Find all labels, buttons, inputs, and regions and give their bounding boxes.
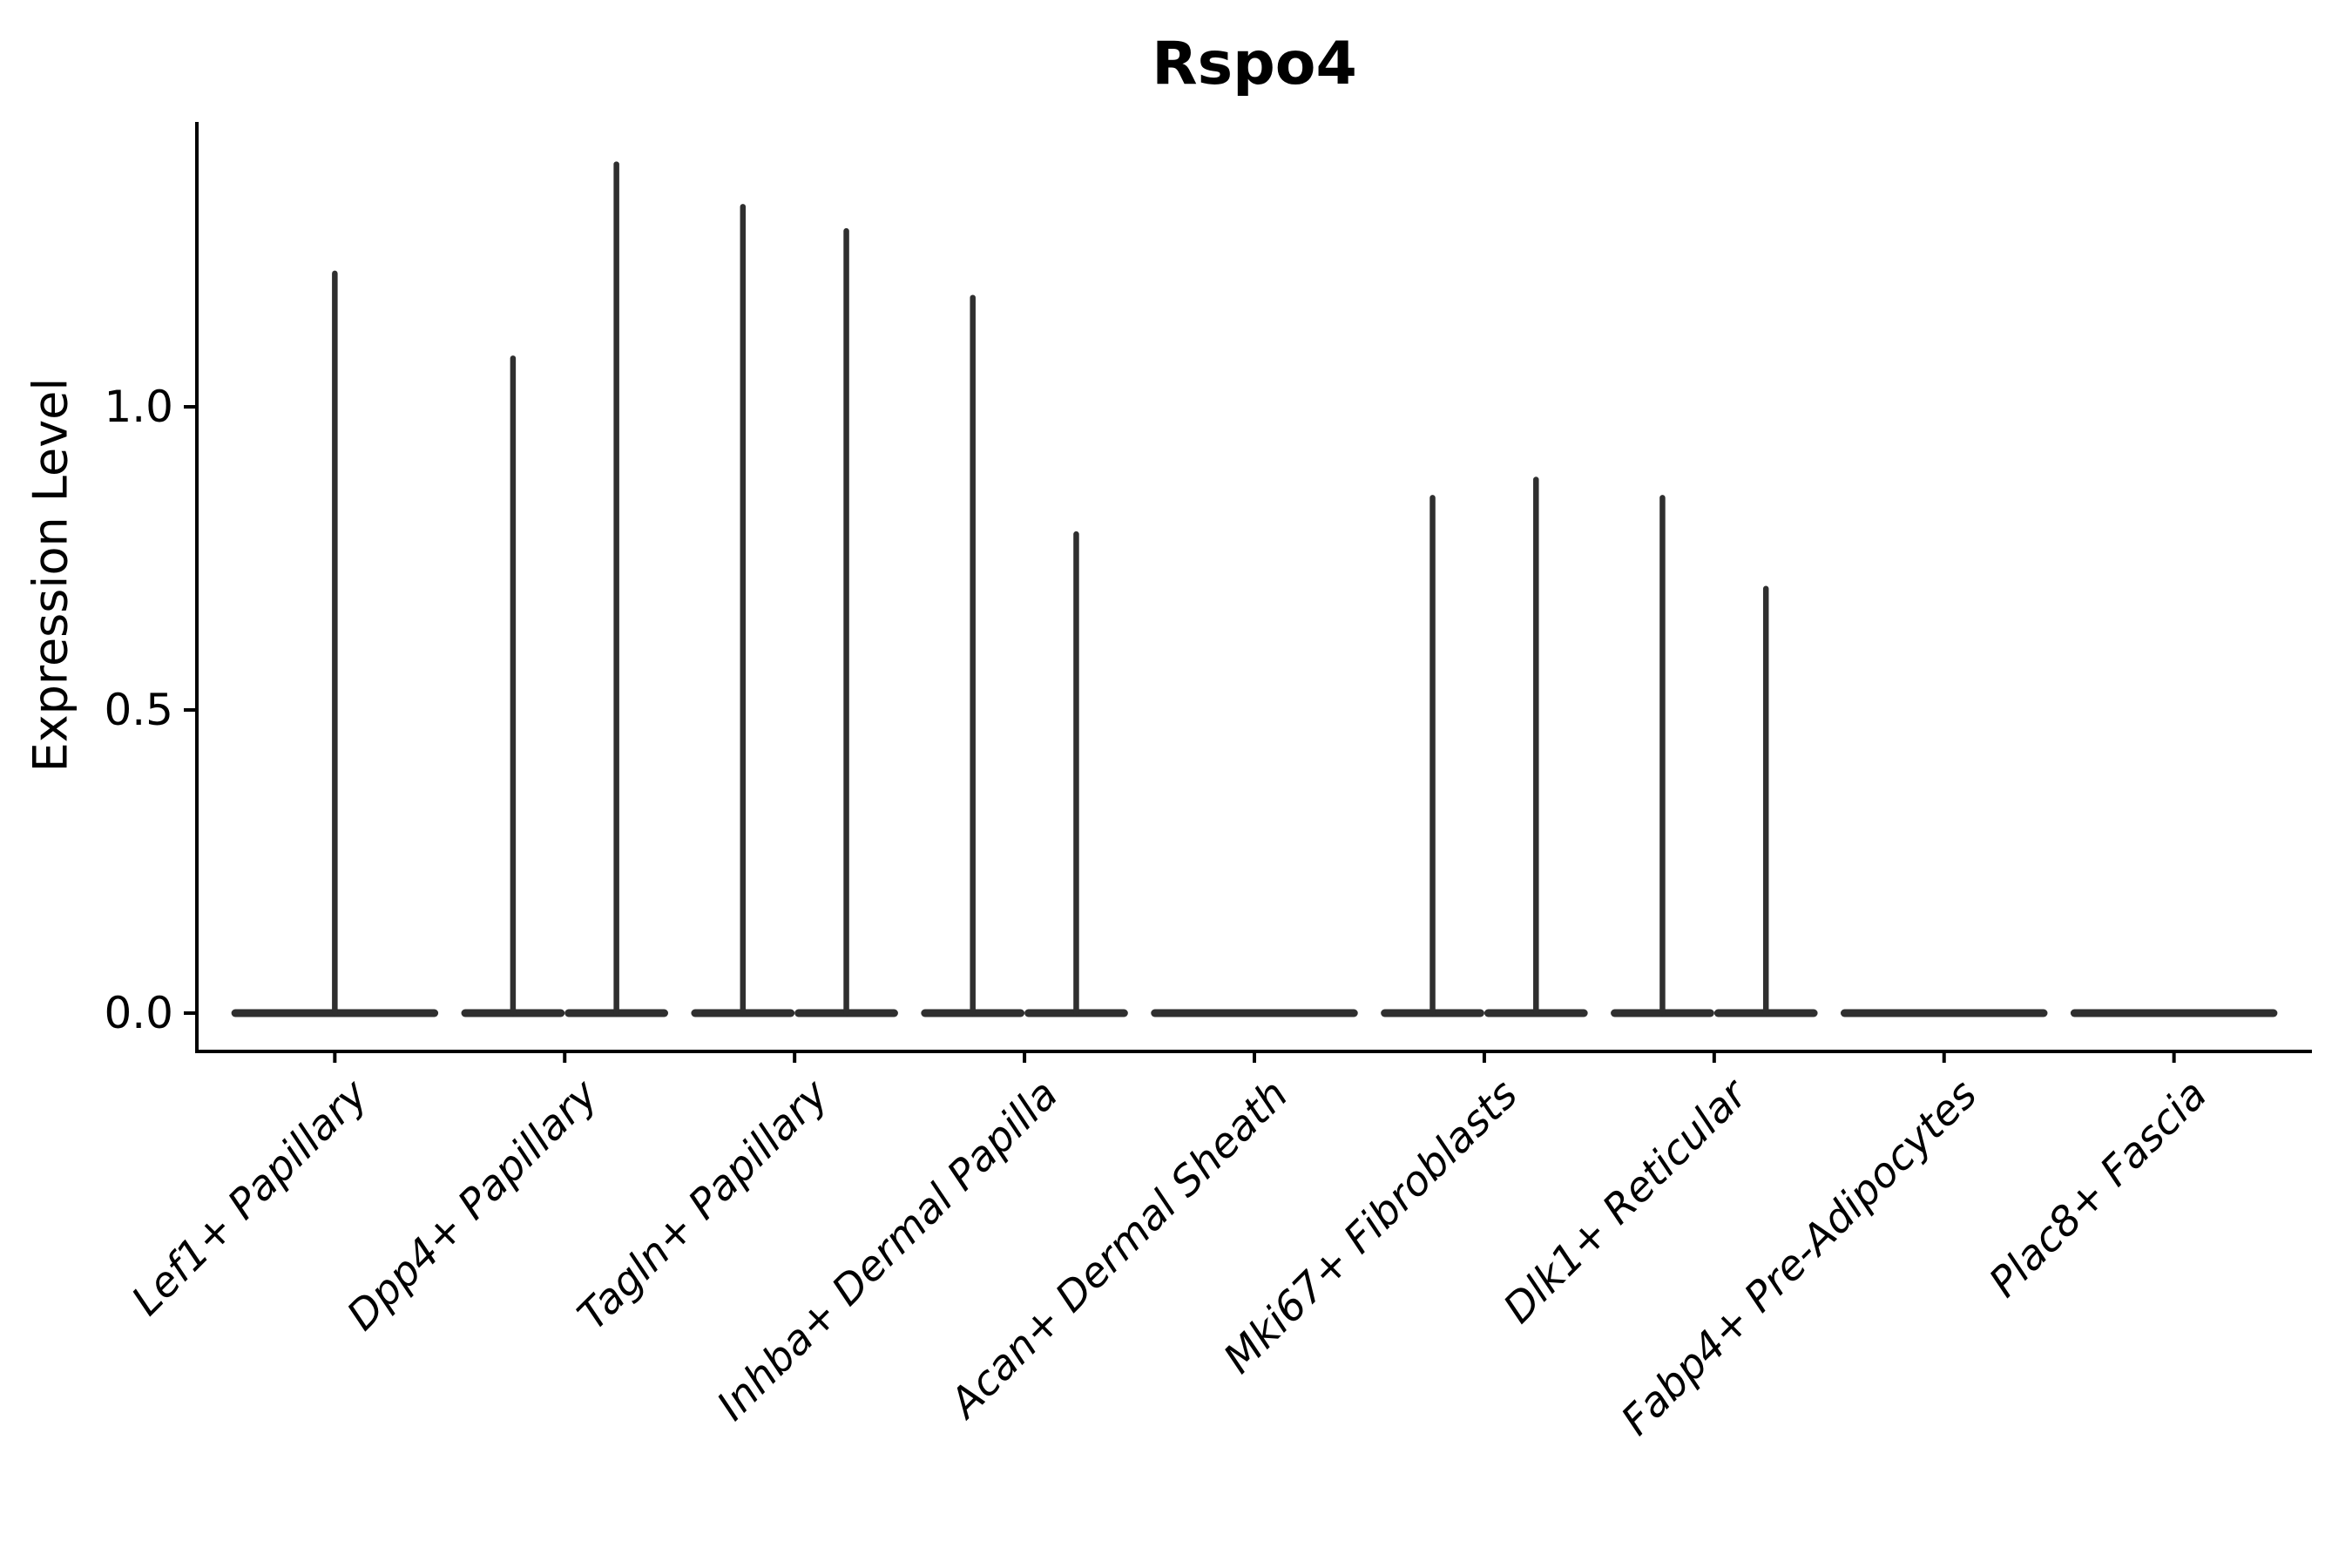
violin-base <box>1151 1009 1358 1017</box>
violin-base <box>1840 1009 2048 1017</box>
y-tick-label: 0.0 <box>104 988 173 1038</box>
page-title: Rspo4 <box>1152 30 1357 98</box>
y-tick-label: 1.0 <box>104 382 173 432</box>
violin-base <box>2070 1009 2278 1017</box>
y-tick-label: 0.5 <box>104 685 173 735</box>
